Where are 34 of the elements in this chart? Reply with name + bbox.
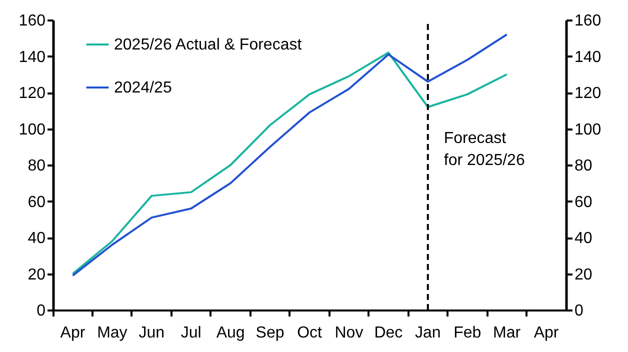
y2-tick-label: 0 (574, 302, 584, 320)
y-tick-label: 40 (28, 230, 46, 247)
x-tick-label: Nov (334, 324, 364, 342)
y2-tick-label: 20 (574, 266, 592, 284)
y2-tick-label: 100 (574, 121, 602, 138)
y-tick-label: 160 (18, 12, 46, 30)
x-tick-label: Feb (454, 324, 482, 342)
x-tick-label: Jan (414, 324, 441, 342)
y-tick-label: 20 (28, 266, 46, 284)
x-tick-label: May (97, 324, 128, 342)
y-tick-label: 120 (18, 85, 46, 102)
x-tick-label: Jun (138, 324, 165, 342)
legend-label: 2024/25 (114, 80, 172, 96)
y-tick-label: 80 (28, 158, 46, 174)
legend-label: 2025/26 Actual & Forecast (114, 36, 302, 54)
y2-tick-label: 40 (574, 230, 592, 247)
x-tick-label: Sep (256, 324, 284, 342)
x-tick-label: Dec (374, 324, 403, 342)
y-tick-label: 0 (36, 302, 46, 320)
x-tick-label: Jul (180, 324, 202, 342)
y2-tick-label: 140 (574, 48, 602, 66)
y2-tick-label: 160 (574, 12, 602, 30)
x-tick-label: Apr (534, 324, 560, 342)
y2-tick-label: 60 (574, 194, 592, 211)
y-tick-label: 60 (28, 194, 46, 211)
y2-tick-label: 80 (574, 158, 592, 174)
y2-tick-label: 120 (574, 85, 602, 102)
x-tick-label: Mar (493, 324, 522, 342)
x-tick-label: Aug (216, 324, 245, 342)
x-tick-label: Apr (60, 324, 86, 342)
annotation: Forecast for 2025/26 (444, 130, 525, 169)
x-tick-label: Oct (297, 324, 322, 342)
y-tick-label: 140 (18, 48, 46, 66)
y-tick-label: 100 (18, 121, 46, 138)
